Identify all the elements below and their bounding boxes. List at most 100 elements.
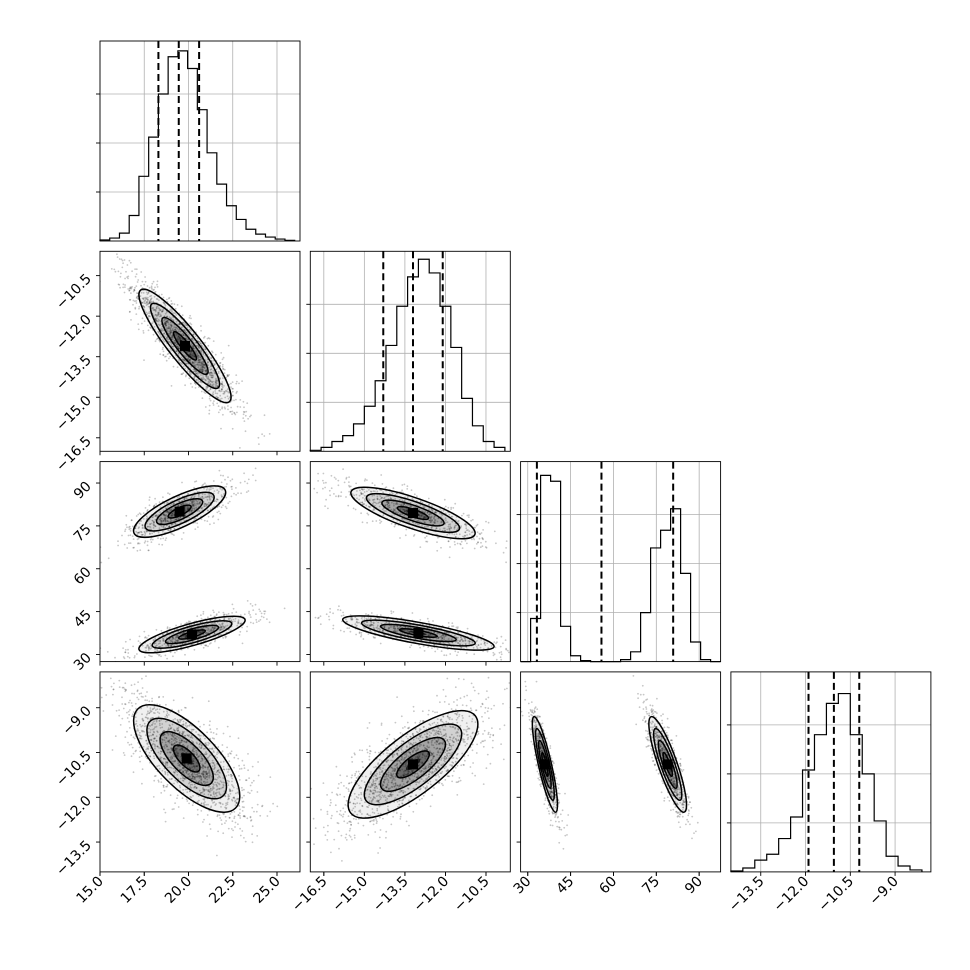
sample-point xyxy=(157,312,160,315)
sample-point xyxy=(476,531,479,534)
sample-point xyxy=(128,526,130,529)
sample-point xyxy=(201,362,204,365)
sample-point xyxy=(168,493,171,496)
sample-point xyxy=(136,531,139,534)
sample-point xyxy=(178,504,180,507)
sample-point xyxy=(130,286,133,289)
sample-point xyxy=(453,533,456,536)
sample-point xyxy=(166,319,169,322)
sample-point xyxy=(174,342,177,345)
sample-point xyxy=(194,369,197,372)
sample-point xyxy=(198,361,200,364)
sample-point xyxy=(302,614,304,616)
sample-point xyxy=(365,624,368,627)
sample-point xyxy=(236,390,238,393)
sample-point xyxy=(127,648,129,651)
sample-point xyxy=(385,486,388,488)
sample-point xyxy=(198,502,200,505)
sample-point xyxy=(174,328,177,331)
sample-point xyxy=(403,503,406,505)
sample-point xyxy=(376,498,379,500)
sample-point xyxy=(443,527,446,530)
sample-point xyxy=(201,497,204,500)
sample-point xyxy=(170,321,172,324)
sample-point xyxy=(226,779,229,782)
sample-point xyxy=(460,636,462,639)
sample-point xyxy=(209,365,212,368)
sample-point xyxy=(198,510,201,512)
sample-point xyxy=(147,634,150,637)
sample-point xyxy=(194,372,197,375)
sample-point xyxy=(319,623,322,626)
sample-point xyxy=(207,629,210,631)
sample-point xyxy=(172,337,174,339)
sample-point xyxy=(223,613,226,616)
sample-point xyxy=(402,629,405,631)
sample-point xyxy=(394,523,396,526)
sample-point xyxy=(216,402,219,405)
sample-point xyxy=(423,506,425,509)
sample-point xyxy=(322,479,324,482)
sample-point xyxy=(404,500,406,503)
sample-point xyxy=(105,694,108,696)
sample-point xyxy=(206,486,209,489)
sample-point xyxy=(166,510,169,513)
sample-point xyxy=(283,484,285,486)
sample-point xyxy=(202,366,205,369)
sample-point xyxy=(132,303,134,306)
sample-point xyxy=(209,499,212,501)
sample-point xyxy=(467,529,469,531)
sample-point xyxy=(173,329,176,331)
sample-point xyxy=(361,501,364,504)
sample-point xyxy=(428,513,430,516)
sample-point xyxy=(196,615,199,618)
sample-point xyxy=(181,538,183,540)
sample-point xyxy=(149,326,152,329)
sample-point xyxy=(145,713,148,716)
sample-point xyxy=(446,645,449,648)
sample-point xyxy=(500,653,503,656)
sample-point xyxy=(175,634,178,637)
sample-point xyxy=(174,326,177,329)
sample-point xyxy=(337,484,340,487)
sample-point xyxy=(162,638,165,640)
sample-point xyxy=(384,504,387,507)
density-peak xyxy=(180,340,190,351)
sample-point xyxy=(365,613,367,615)
sample-point xyxy=(167,338,170,341)
sample-point xyxy=(171,345,174,348)
sample-point xyxy=(223,406,226,409)
sample-point xyxy=(191,728,194,731)
sample-point xyxy=(159,640,162,642)
sample-point xyxy=(428,504,430,507)
sample-point xyxy=(500,658,503,661)
sample-point xyxy=(202,610,205,613)
sample-point xyxy=(195,765,198,767)
sample-point xyxy=(178,336,181,339)
sample-point xyxy=(407,521,410,524)
sample-point xyxy=(124,528,127,531)
sample-point xyxy=(333,493,335,495)
sample-point xyxy=(434,650,437,653)
sample-point xyxy=(222,777,225,779)
sample-point xyxy=(324,505,326,507)
sample-point xyxy=(219,772,221,774)
sample-point xyxy=(221,383,224,386)
sample-point xyxy=(200,381,203,384)
sample-point xyxy=(250,414,252,417)
sample-point xyxy=(203,363,206,366)
sample-point xyxy=(355,493,358,496)
sample-point xyxy=(169,509,172,512)
sample-point xyxy=(235,487,237,489)
sample-point xyxy=(152,740,155,743)
sample-point xyxy=(395,511,398,513)
sample-point xyxy=(125,689,127,692)
sample-point xyxy=(208,494,211,496)
sample-point xyxy=(498,651,501,654)
sample-point xyxy=(390,497,392,500)
sample-point xyxy=(376,614,379,617)
sample-point xyxy=(160,520,162,522)
sample-point xyxy=(156,730,159,733)
sample-point xyxy=(199,631,202,634)
sample-point xyxy=(217,366,219,369)
